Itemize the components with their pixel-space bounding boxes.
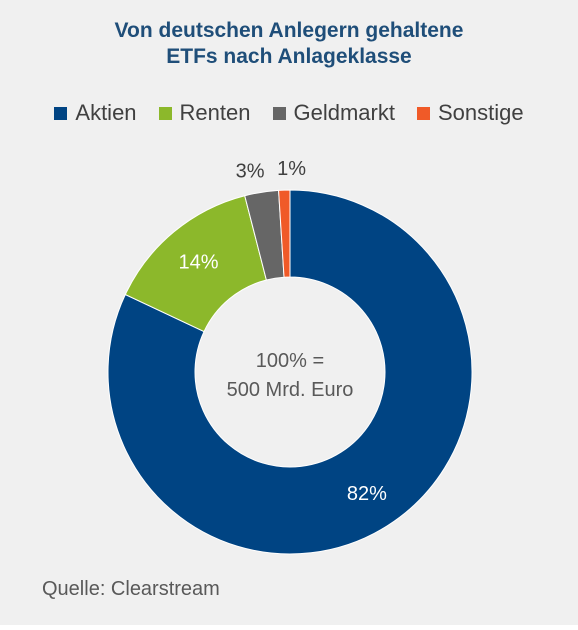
legend-label-sonstige: Sonstige [437, 100, 524, 125]
data-label-sonstige: 1% [277, 158, 306, 180]
legend-label-geldmarkt: Geldmarkt [293, 100, 395, 125]
chart-title-line-1: Von deutschen Anlegern gehaltene [114, 19, 464, 42]
legend-swatch-renten [158, 106, 172, 120]
center-label-line-1: 100% = [256, 350, 324, 372]
legend-label-renten: Renten [179, 100, 251, 125]
chart-title: Von deutschen Anlegern gehaltene ETFs na… [0, 18, 578, 70]
source-note: Quelle: Clearstream [42, 578, 220, 600]
legend-swatch-sonstige [416, 106, 430, 120]
chart-title-line-2: ETFs nach Anlageklasse [166, 45, 412, 68]
legend: Aktien Renten Geldmarkt Sonstige [0, 100, 578, 126]
legend-item-sonstige: Sonstige [416, 100, 524, 126]
legend-item-renten: Renten [158, 100, 251, 126]
legend-swatch-aktien [54, 106, 68, 120]
data-label-renten: 14% [179, 251, 219, 273]
center-label-line-2: 500 Mrd. Euro [227, 379, 354, 401]
legend-item-geldmarkt: Geldmarkt [272, 100, 395, 126]
legend-label-aktien: Aktien [75, 100, 137, 125]
legend-item-aktien: Aktien [54, 100, 137, 126]
donut-slice-labels: 82% 14% 3% 1% [179, 158, 388, 505]
donut-slices [107, 189, 473, 555]
data-label-geldmarkt: 3% [236, 161, 265, 183]
legend-swatch-geldmarkt [272, 106, 286, 120]
data-label-aktien: 82% [347, 483, 387, 505]
donut-slice-aktien [107, 189, 473, 555]
donut-slice-sonstige [278, 189, 291, 278]
